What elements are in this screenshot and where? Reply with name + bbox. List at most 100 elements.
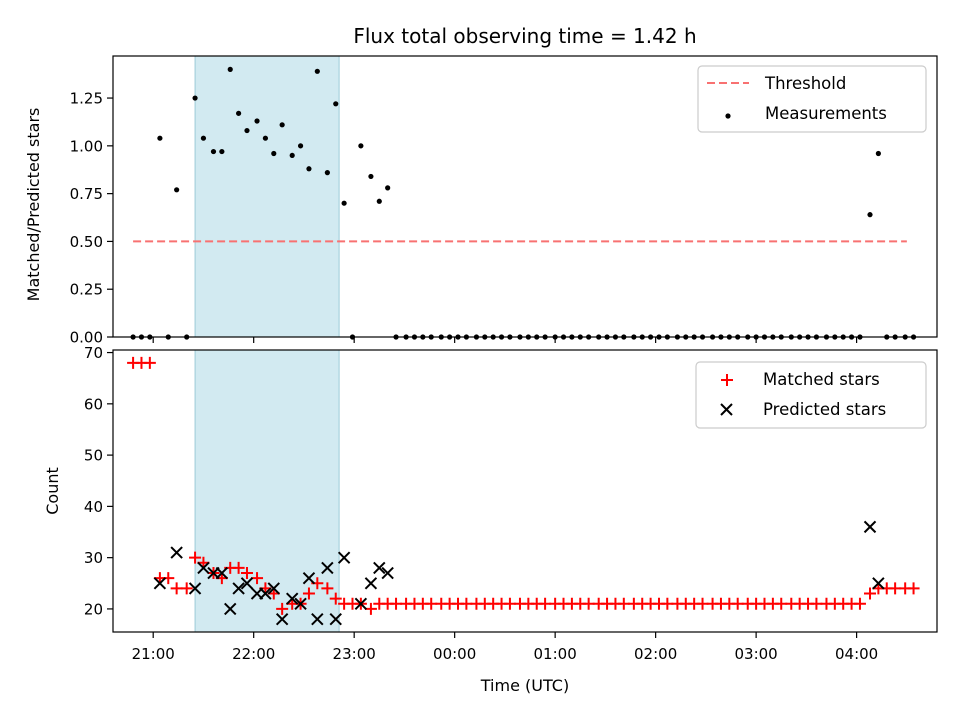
count-x-ticks: 21:00 22:00 23:00 00:00 01:00 02:00 03:00 04:00 [132,632,878,663]
measurement-point [244,127,250,134]
matched-star-point [390,597,403,610]
matched-star-point [240,567,253,580]
matched-star-point [180,582,193,595]
y-tick-label: 1.00 [70,137,103,155]
measurement-point [219,148,225,155]
matched-star-point [321,582,334,595]
predicted-star-point [240,577,254,590]
matched-star-point [731,597,744,610]
measurement-point [200,135,207,141]
matched-star-point [503,597,516,610]
legend-measurements-label: Measurements [765,104,887,123]
y-tick-label: 0.75 [70,185,103,203]
measurement-point [262,135,269,141]
predicted-star-point [188,582,202,595]
y-tick-label: 0.00 [70,329,103,347]
ratio-panel: 0.00 0.25 0.50 0.75 1.00 1.25 Matched/Predict… [24,55,938,347]
ratio-x-ticks [152,337,858,343]
predicted-star-point [302,571,316,585]
ratio-axes-frame [112,55,938,338]
measurement-point [306,166,312,172]
predicted-star-point [337,551,351,564]
count-panel: 20 30 40 50 60 70 21:00 22:00 23:00 00:00 01:00 02… [43,344,938,695]
predicted-stars-points [153,520,885,626]
measurement-point [174,187,180,193]
matched-star-point [889,582,902,595]
count-y-axis-label: Count [43,467,62,515]
measurement-point [297,143,304,149]
matched-star-point [810,597,823,610]
predicted-star-point [170,546,183,559]
observing-span-top [194,55,340,338]
measurement-point [358,143,364,149]
predicted-star-point [863,520,877,534]
predicted-star-point [197,561,210,575]
matched-star-point [251,572,264,585]
matched-star-point [864,587,877,600]
legend-matched-swatch [721,374,733,386]
predicted-star-point [224,602,237,616]
predicted-star-point [321,561,334,575]
predicted-star-point [275,612,289,626]
matched-star-point [539,597,552,610]
measurement-point [368,173,374,180]
measurement-point [376,198,382,204]
measurement-point [236,110,242,116]
matched-star-point [276,602,289,615]
matched-star-point [302,587,315,600]
matched-star-point [329,592,342,605]
measurement-point [271,150,277,157]
x-tick-label: 22:00 [232,645,275,663]
predicted-star-point [373,561,386,575]
predicted-star-point [232,582,245,595]
predicted-star-point [381,566,394,580]
matched-stars-points [127,356,920,615]
measurement-point [314,68,320,74]
y-tick-label: 20 [84,600,103,618]
chart-title: Flux total observing time = 1.42 h [353,24,696,48]
matched-star-point [775,597,788,610]
matched-star-point [696,597,709,610]
y-tick-label: 0.25 [70,281,103,299]
matched-star-point [170,582,183,595]
measurement-point [227,66,233,72]
x-tick-label: 01:00 [534,645,577,663]
legend-predicted-label: Predicted stars [763,400,886,419]
ratio-y-ticks: 0.00 0.25 0.50 0.75 1.00 1.25 [70,90,113,347]
predicted-star-point [311,612,324,626]
matched-star-point [364,602,377,615]
x-tick-label: 00:00 [433,645,476,663]
predicted-star-point [259,587,272,600]
measurement-point [867,212,873,218]
predicted-star-point [294,597,307,611]
predicted-star-point [267,582,280,595]
matched-star-point [661,597,674,610]
y-tick-label: 70 [84,344,103,362]
measurement-point [289,152,295,159]
matched-star-point [582,597,595,610]
y-tick-label: 40 [84,498,103,516]
measurement-point [254,118,260,124]
y-tick-label: 50 [84,447,103,465]
y-tick-label: 0.50 [70,233,103,251]
measurement-point [157,135,163,141]
x-tick-label: 23:00 [333,645,376,663]
predicted-star-point [215,566,229,580]
count-legend: Matched stars Predicted stars [695,361,927,429]
x-axis-label: Time (UTC) [480,676,569,695]
matched-star-point [143,356,156,369]
predicted-star-point [153,577,167,590]
observing-span-bottom [194,349,340,633]
ratio-legend: Threshold Measurements [697,65,927,133]
y-tick-label: 60 [84,395,103,413]
predicted-star-point [872,577,885,590]
predicted-star-point [329,612,342,626]
measurement-point [279,122,285,128]
legend-predicted-swatch [720,403,733,416]
matched-star-point [189,551,202,564]
matched-star-point [617,597,630,610]
predicted-star-point [354,597,368,611]
matched-star-point [460,597,473,610]
y-tick-label: 1.25 [70,90,103,108]
